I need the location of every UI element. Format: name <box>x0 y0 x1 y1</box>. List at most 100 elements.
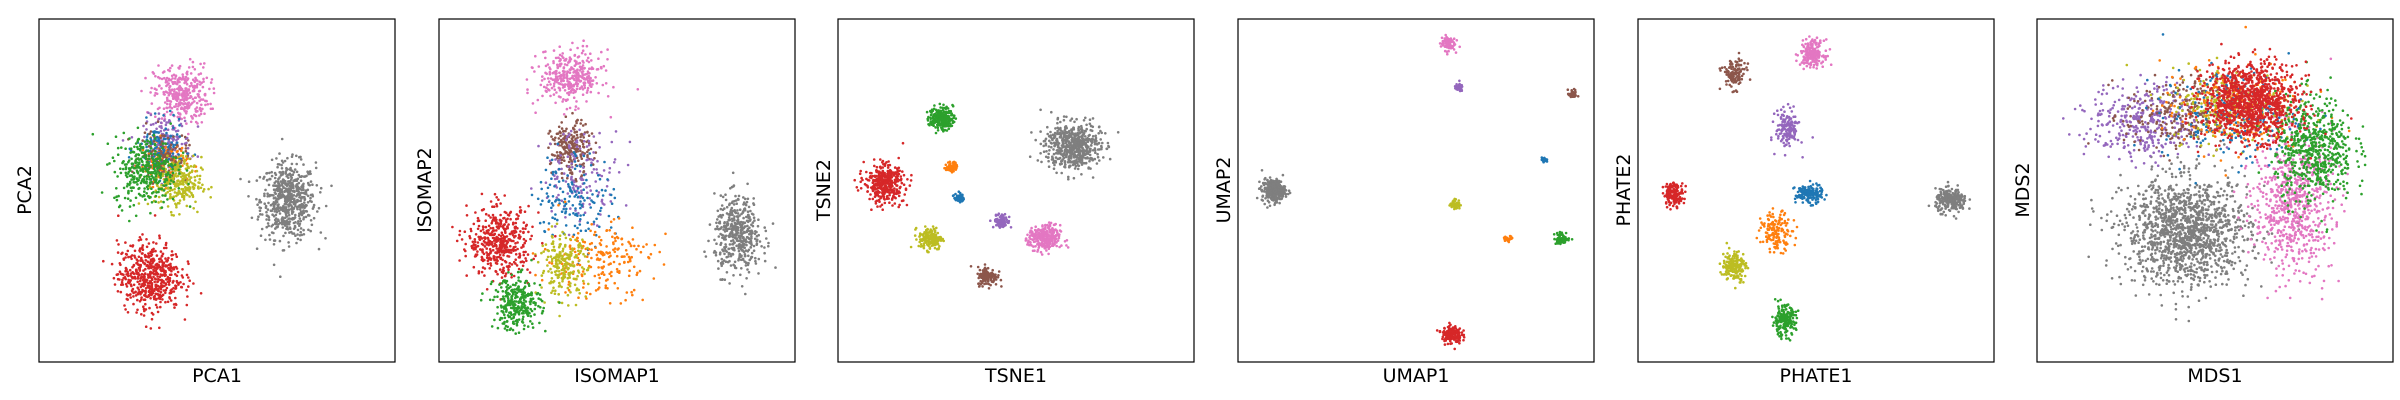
scatter-point <box>152 161 155 164</box>
scatter-point <box>527 282 531 286</box>
scatter-point <box>118 270 122 274</box>
scatter-point <box>191 97 195 101</box>
scatter-point <box>285 227 288 231</box>
scatter-point <box>615 254 619 258</box>
scatter-point <box>639 250 643 254</box>
scatter-point <box>595 253 599 257</box>
scatter-point <box>503 194 507 197</box>
scatter-point <box>171 281 175 284</box>
scatter-point <box>282 204 285 208</box>
scatter-point <box>164 269 167 273</box>
scatter-point <box>162 200 165 204</box>
scatter-point <box>144 198 147 201</box>
scatter-point <box>524 250 527 254</box>
scatter-point <box>600 250 604 254</box>
scatter-point <box>122 257 125 261</box>
scatter-point <box>138 250 142 253</box>
scatter-point <box>146 187 150 191</box>
scatter-point <box>547 270 550 273</box>
scatter-point <box>542 85 546 89</box>
scatter-point <box>169 143 173 147</box>
scatter-point <box>154 74 157 78</box>
scatter-point <box>158 236 161 240</box>
scatter-point <box>568 284 572 288</box>
scatter-point <box>519 260 523 264</box>
scatter-point <box>553 217 557 221</box>
scatter-point <box>140 252 144 255</box>
scatter-point <box>552 286 555 290</box>
scatter-point <box>144 302 147 306</box>
scatter-point <box>503 327 507 330</box>
scatter-point <box>616 287 620 290</box>
scatter-point <box>198 177 201 181</box>
scatter-point <box>568 263 572 266</box>
scatter-point <box>147 266 151 270</box>
panel-pca: PCA1 PCA2 <box>14 18 396 387</box>
scatter-point <box>591 79 595 82</box>
scatter-point <box>177 89 181 92</box>
scatter-point <box>159 273 162 276</box>
scatter-point <box>169 265 173 268</box>
scatter-point <box>565 150 568 154</box>
scatter-point <box>560 62 563 66</box>
scatter-point <box>181 276 185 279</box>
scatter-point <box>480 242 484 246</box>
scatter-point <box>143 164 147 168</box>
scatter-point <box>116 146 120 150</box>
scatter-point <box>585 186 588 189</box>
scatter-point <box>155 254 159 257</box>
scatter-point <box>617 247 620 250</box>
scatter-point <box>293 168 297 171</box>
scatter-point <box>730 247 733 250</box>
scatter-point <box>590 161 593 164</box>
scatter-point <box>308 170 312 173</box>
scatter-point <box>558 89 562 92</box>
scatter-point <box>192 207 195 210</box>
scatter-point <box>562 132 565 136</box>
scatter-point <box>205 99 208 103</box>
scatter-point <box>576 136 579 139</box>
scatter-point <box>156 157 160 160</box>
scatter-point <box>550 177 553 180</box>
scatter-point <box>138 267 141 271</box>
scatter-point <box>172 268 175 271</box>
scatter-point <box>566 286 570 290</box>
scatter-point <box>591 83 594 86</box>
scatter-point <box>176 107 179 111</box>
scatter-point <box>488 298 492 302</box>
scatter-point <box>250 216 254 220</box>
scatter-point <box>174 95 177 99</box>
scatter-point <box>140 256 143 260</box>
scatter-point <box>494 261 498 265</box>
scatter-point <box>270 231 274 234</box>
scatter-point <box>637 244 640 248</box>
scatter-point <box>142 273 146 277</box>
scatter-point <box>142 168 145 171</box>
scatter-point <box>596 159 599 163</box>
scatter-point <box>757 257 761 261</box>
scatter-point <box>166 258 169 262</box>
scatter-point <box>728 282 731 285</box>
scatter-point <box>272 263 276 267</box>
scatter-point <box>747 248 751 252</box>
scatter-point <box>167 283 171 286</box>
scatter-point <box>576 82 580 86</box>
scatter-point <box>540 278 544 282</box>
scatter-point <box>155 172 158 176</box>
scatter-point <box>310 223 314 227</box>
scatter-point <box>180 146 184 150</box>
scatter-point <box>193 68 197 71</box>
scatter-point <box>202 188 206 191</box>
scatter-point <box>182 177 186 181</box>
scatter-point <box>569 237 572 241</box>
scatter-point <box>525 259 528 263</box>
scatter-point <box>576 274 579 278</box>
scatter-point <box>286 156 289 160</box>
scatter-point <box>570 152 574 156</box>
scatter-point <box>180 142 184 146</box>
scatter-point <box>586 130 589 134</box>
scatter-point <box>527 204 530 208</box>
scatter-point <box>187 106 191 109</box>
scatter-point <box>184 187 188 190</box>
scatter-point <box>496 326 500 330</box>
